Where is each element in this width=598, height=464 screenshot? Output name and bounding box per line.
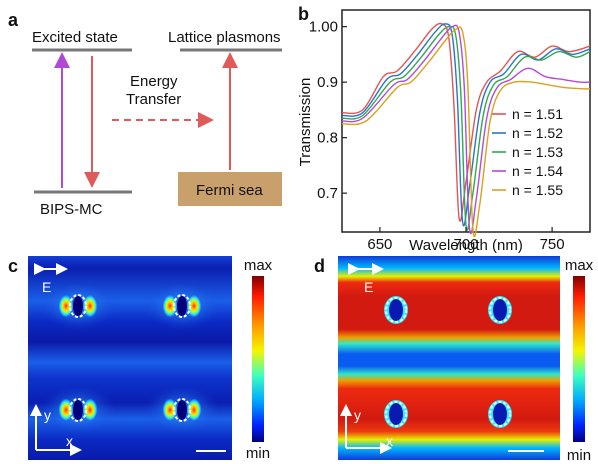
- colorbar-max-c: max: [244, 257, 273, 274]
- y-tick-label-2: 0.8: [317, 130, 338, 147]
- x-tick-label-1: 650: [367, 236, 392, 253]
- fermi-sea-box: [178, 172, 282, 206]
- legend-label-5: n = 1.55: [512, 182, 563, 198]
- colorbar-d: [573, 276, 585, 442]
- x-axis-label: Wavelength (nm): [409, 237, 523, 254]
- x-tick-label-2: 700: [453, 236, 478, 253]
- lattice-plasmons-label: Lattice plasmons: [168, 29, 281, 46]
- x-tick-label-3: 750: [540, 236, 565, 253]
- legend-label-3: n = 1.53: [512, 144, 563, 160]
- field-map-d: [338, 256, 560, 460]
- energy-transfer-label-1: Energy: [130, 73, 178, 90]
- molecule-label: BIPS-MC: [40, 201, 103, 218]
- colorbar-min-c: min: [246, 445, 270, 462]
- panel-a-letter: a: [8, 10, 19, 30]
- legend-label-2: n = 1.52: [512, 125, 563, 141]
- hotspots-c: [40, 282, 220, 434]
- y-tick-label-1: 0.7: [317, 185, 338, 202]
- colorbar-max-d: max: [565, 257, 594, 274]
- y-tick-label-3: 0.9: [317, 74, 338, 91]
- colorbar-c: [252, 276, 264, 442]
- legend-label-1: n = 1.51: [512, 106, 563, 122]
- y-tick-label-4: 1.00: [309, 19, 338, 36]
- fermi-sea-label: Fermi sea: [196, 182, 263, 199]
- colorbar-min-d: min: [567, 447, 591, 464]
- e-field-label-c: E: [42, 279, 51, 295]
- plot-ticks-group: 650 700 750 0.7 0.8 0.9 1.00: [309, 19, 565, 253]
- panel-b-letter: b: [298, 4, 309, 24]
- y-axis-glyph-d: y: [354, 407, 361, 423]
- series-line-4: [341, 24, 591, 235]
- x-axis-glyph-d: x: [386, 433, 393, 449]
- panel-d-letter: d: [314, 256, 325, 276]
- panel-c: c E y x: [8, 256, 273, 462]
- e-field-label-d: E: [364, 279, 373, 295]
- excited-state-label: Excited state: [32, 29, 118, 46]
- nanoparticles-d: [384, 296, 512, 428]
- plot-legend: n = 1.51 n = 1.52 n = 1.53 n = 1.54 n = 1.55: [492, 106, 563, 198]
- panel-d: d E y x max min: [314, 256, 594, 464]
- legend-label-4: n = 1.54: [512, 163, 563, 179]
- series-line-3: [341, 25, 591, 231]
- y-axis-glyph-c: y: [44, 407, 51, 423]
- series-line-5: [341, 26, 591, 238]
- series-line-1: [341, 22, 591, 222]
- panel-c-letter: c: [8, 256, 18, 276]
- x-axis-glyph-c: x: [66, 433, 73, 449]
- plot-series-group: [341, 22, 591, 238]
- y-axis-label: Transmission: [297, 78, 314, 167]
- panel-a: a Excited state Lattice plasmons Energy …: [8, 10, 282, 218]
- energy-transfer-label-2: Transfer: [126, 91, 181, 108]
